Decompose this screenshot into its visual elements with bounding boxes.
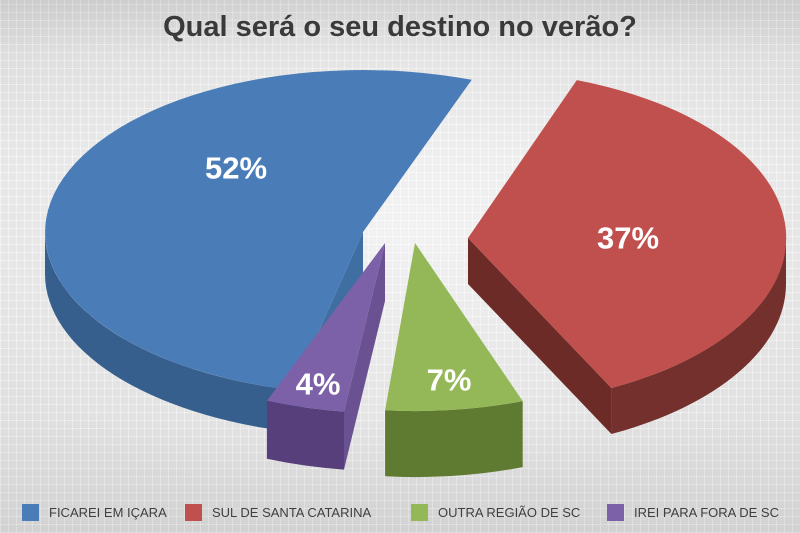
slice-percent-label-purple: 4% <box>296 367 341 402</box>
legend-label: OUTRA REGIÃO DE SC <box>438 505 581 520</box>
slice-3-top-face <box>266 243 385 412</box>
slice-1-side-rim <box>611 238 787 434</box>
slice-percent-label-green: 7% <box>427 363 472 398</box>
legend-item-ficarei-em-icara: FICAREI EM IÇARA <box>22 504 167 521</box>
slice-percent-label-blue: 52% <box>205 151 267 186</box>
chart-title: Qual será o seu destino no verão? <box>163 11 637 43</box>
legend-label: SUL DE SANTA CATARINA <box>212 505 372 520</box>
legend-item-sul-de-santa-catarina: SUL DE SANTA CATARINA <box>185 504 371 521</box>
slice-0-side-rim <box>44 232 293 432</box>
slice-1-cut-face <box>468 238 612 434</box>
legend-swatch-red <box>185 504 202 521</box>
slice-3-side-rim <box>266 400 344 470</box>
legend-item-outra-regiao-de-sc: OUTRA REGIÃO DE SC <box>411 504 580 521</box>
legend-swatch-green <box>411 504 428 521</box>
legend-label: IREI PARA FORA DE SC <box>634 505 779 520</box>
slice-percent-label-red: 37% <box>597 221 659 256</box>
legend-item-irei-para-fora-de-sc: IREI PARA FORA DE SC <box>607 504 779 521</box>
legend-swatch-purple <box>607 504 624 521</box>
slice-2-top-face <box>385 243 523 412</box>
legend-swatch-blue <box>22 504 39 521</box>
legend-label: FICAREI EM IÇARA <box>49 505 167 520</box>
slice-2-side-rim <box>385 401 523 478</box>
slice-1-top-face <box>468 80 787 388</box>
pie-slices-group <box>44 70 787 478</box>
slice-3-cut-face <box>344 243 385 470</box>
slice-0-top-face <box>45 70 472 391</box>
